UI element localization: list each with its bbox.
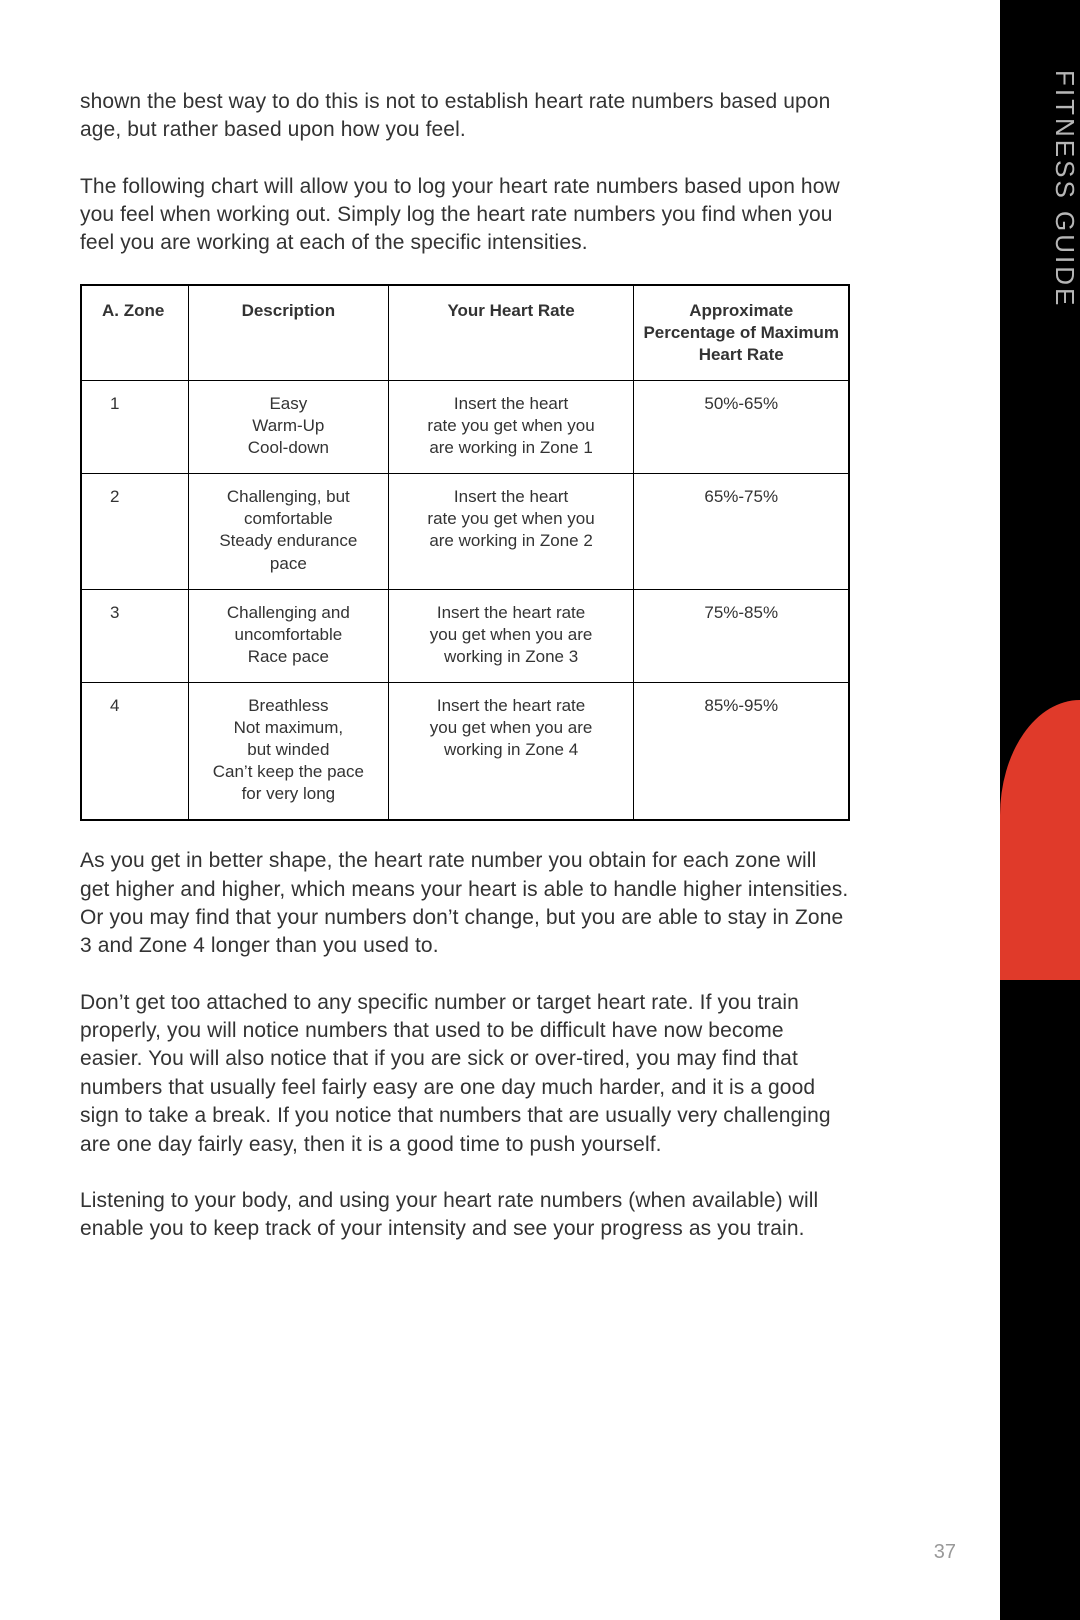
cell-zone: 1 (81, 381, 189, 474)
spacer (80, 961, 850, 989)
cell-percentage: 85%-95% (634, 682, 849, 820)
cell-description: Challenging, butcomfortableSteady endura… (189, 474, 389, 589)
page-number: 37 (934, 1541, 956, 1564)
cell-zone: 2 (81, 474, 189, 589)
side-tab-label: FITNESS GUIDE (1000, 70, 1080, 308)
cell-heart-rate: Insert the heart rateyou get when you ar… (388, 589, 634, 682)
cell-heart-rate: Insert the heart rateyou get when you ar… (388, 682, 634, 820)
page: FITNESS GUIDE shown the best way to do t… (0, 0, 1080, 1620)
col-header-heart-rate: Your Heart Rate (388, 285, 634, 381)
col-header-description: Description (189, 285, 389, 381)
content: shown the best way to do this is not to … (80, 88, 850, 1244)
spacer (80, 1159, 850, 1187)
paragraph-4: Don’t get too attached to any specific n… (80, 989, 850, 1159)
cell-heart-rate: Insert the heartrate you get when youare… (388, 474, 634, 589)
table-body: 1 EasyWarm-UpCool-down Insert the heartr… (81, 381, 849, 821)
cell-percentage: 50%-65% (634, 381, 849, 474)
table-header-row: A. Zone Description Your Heart Rate Appr… (81, 285, 849, 381)
cell-description: Challenging anduncomfortableRace pace (189, 589, 389, 682)
table-row: 1 EasyWarm-UpCool-down Insert the heartr… (81, 381, 849, 474)
side-tab-accent (1000, 700, 1080, 980)
col-header-zone: A. Zone (81, 285, 189, 381)
cell-percentage: 65%-75% (634, 474, 849, 589)
side-tab: FITNESS GUIDE (1000, 0, 1080, 1620)
cell-description: EasyWarm-UpCool-down (189, 381, 389, 474)
cell-zone: 3 (81, 589, 189, 682)
table-row: 2 Challenging, butcomfortableSteady endu… (81, 474, 849, 589)
col-header-percentage: Approximate Percentage of Maximum Heart … (634, 285, 849, 381)
table-head: A. Zone Description Your Heart Rate Appr… (81, 285, 849, 381)
paragraph-2: The following chart will allow you to lo… (80, 173, 850, 258)
heart-rate-table: A. Zone Description Your Heart Rate Appr… (80, 284, 850, 822)
cell-description: BreathlessNot maximum,but windedCan’t ke… (189, 682, 389, 820)
spacer (80, 145, 850, 173)
table-row: 3 Challenging anduncomfortableRace pace … (81, 589, 849, 682)
paragraph-5: Listening to your body, and using your h… (80, 1187, 850, 1244)
cell-zone: 4 (81, 682, 189, 820)
cell-percentage: 75%-85% (634, 589, 849, 682)
cell-heart-rate: Insert the heartrate you get when youare… (388, 381, 634, 474)
paragraph-1: shown the best way to do this is not to … (80, 88, 850, 145)
table-row: 4 BreathlessNot maximum,but windedCan’t … (81, 682, 849, 820)
paragraph-3: As you get in better shape, the heart ra… (80, 847, 850, 960)
